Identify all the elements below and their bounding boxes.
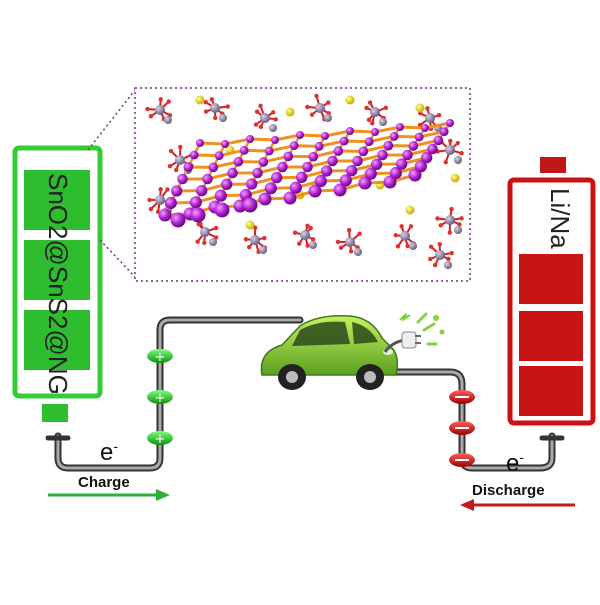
zoom-callout bbox=[88, 88, 470, 281]
electron-label-right: e- bbox=[506, 449, 524, 478]
electron-charge: - bbox=[519, 449, 524, 465]
svg-text:+: + bbox=[155, 350, 166, 365]
discharge-arrow bbox=[460, 499, 575, 511]
electron-label-left: e- bbox=[100, 438, 118, 467]
svg-text:+: + bbox=[155, 432, 166, 447]
electron-charge: - bbox=[113, 438, 118, 454]
anode-label: SnO2@SnS2@NG bbox=[42, 173, 73, 395]
electron-symbol: e bbox=[100, 439, 113, 466]
discharge-label: Discharge bbox=[472, 482, 545, 499]
cathode-label: Li/Na bbox=[544, 188, 575, 249]
plug-icon bbox=[385, 314, 445, 352]
svg-text:+: + bbox=[155, 391, 166, 406]
electron-symbol: e bbox=[506, 450, 519, 477]
charge-label: Charge bbox=[78, 474, 130, 491]
electric-car-icon bbox=[261, 316, 397, 390]
positive-markers: + + + bbox=[147, 349, 173, 447]
negative-markers bbox=[449, 390, 475, 467]
